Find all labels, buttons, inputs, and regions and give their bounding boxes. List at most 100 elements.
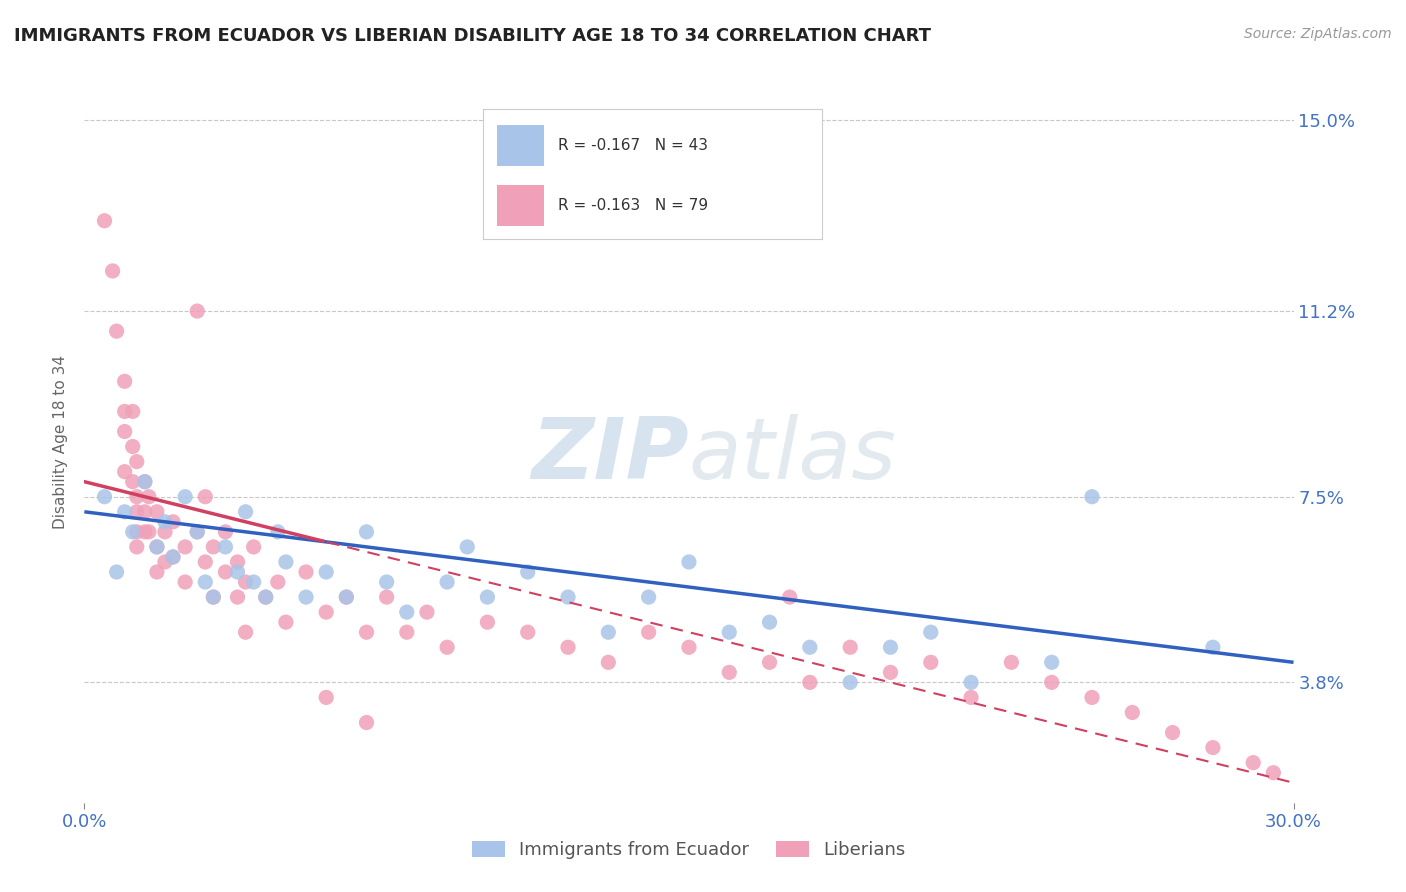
Point — [920, 625, 942, 640]
Point — [202, 540, 225, 554]
Point — [202, 590, 225, 604]
Point — [235, 625, 257, 640]
Point — [146, 540, 169, 554]
Point — [114, 374, 136, 388]
Point — [1202, 640, 1225, 655]
Point — [375, 574, 398, 589]
Point — [879, 640, 901, 655]
Point — [202, 590, 225, 604]
Point — [186, 524, 208, 539]
Point — [194, 490, 217, 504]
Point — [174, 574, 197, 589]
Point — [1040, 655, 1063, 669]
Point — [125, 454, 148, 468]
Point — [839, 675, 862, 690]
Point — [395, 625, 418, 640]
Point — [274, 555, 297, 569]
Text: atlas: atlas — [689, 415, 897, 498]
Point — [375, 590, 398, 604]
Point — [436, 574, 458, 589]
Point — [114, 465, 136, 479]
Point — [162, 515, 184, 529]
Point — [295, 565, 318, 579]
Point — [186, 304, 208, 318]
Point — [121, 440, 143, 454]
Point — [146, 540, 169, 554]
Point — [146, 505, 169, 519]
Point — [121, 475, 143, 489]
Point — [134, 505, 156, 519]
Point — [1121, 706, 1143, 720]
Point — [315, 690, 337, 705]
Point — [214, 565, 236, 579]
Point — [678, 555, 700, 569]
Point — [138, 524, 160, 539]
Point — [1263, 765, 1285, 780]
Point — [121, 404, 143, 418]
Point — [235, 574, 257, 589]
Point — [93, 490, 115, 504]
Point — [315, 605, 337, 619]
Point — [114, 425, 136, 439]
Point — [93, 213, 115, 227]
Text: IMMIGRANTS FROM ECUADOR VS LIBERIAN DISABILITY AGE 18 TO 34 CORRELATION CHART: IMMIGRANTS FROM ECUADOR VS LIBERIAN DISA… — [14, 27, 931, 45]
Text: ZIP: ZIP — [531, 415, 689, 498]
Point — [758, 655, 780, 669]
Point — [267, 524, 290, 539]
Point — [718, 665, 741, 680]
Point — [356, 625, 378, 640]
Point — [1040, 675, 1063, 690]
Point — [416, 605, 439, 619]
Point — [125, 490, 148, 504]
Point — [153, 524, 176, 539]
Point — [101, 264, 124, 278]
Point — [1202, 740, 1225, 755]
Point — [718, 625, 741, 640]
Point — [456, 540, 478, 554]
Point — [637, 590, 659, 604]
Legend: Immigrants from Ecuador, Liberians: Immigrants from Ecuador, Liberians — [465, 833, 912, 866]
Point — [879, 665, 901, 680]
Point — [125, 540, 148, 554]
Point — [516, 565, 538, 579]
Point — [598, 655, 620, 669]
Point — [226, 555, 249, 569]
Point — [226, 590, 249, 604]
Point — [335, 590, 357, 604]
Point — [758, 615, 780, 630]
Point — [125, 505, 148, 519]
Point — [242, 540, 264, 554]
Point — [1081, 690, 1104, 705]
Point — [557, 590, 579, 604]
Point — [114, 505, 136, 519]
Point — [153, 555, 176, 569]
Y-axis label: Disability Age 18 to 34: Disability Age 18 to 34 — [53, 354, 69, 529]
Point — [477, 590, 499, 604]
Point — [242, 574, 264, 589]
Point — [637, 625, 659, 640]
Point — [105, 565, 128, 579]
Point — [920, 655, 942, 669]
Point — [1081, 490, 1104, 504]
Point — [226, 565, 249, 579]
Point — [335, 590, 357, 604]
Point — [315, 565, 337, 579]
Point — [214, 540, 236, 554]
Point — [254, 590, 277, 604]
Point — [960, 690, 983, 705]
Point — [295, 590, 318, 604]
Point — [125, 524, 148, 539]
Point — [186, 524, 208, 539]
Point — [678, 640, 700, 655]
Point — [356, 715, 378, 730]
Point — [174, 490, 197, 504]
Point — [516, 625, 538, 640]
Point — [134, 524, 156, 539]
Point — [134, 475, 156, 489]
Text: Source: ZipAtlas.com: Source: ZipAtlas.com — [1244, 27, 1392, 41]
Point — [105, 324, 128, 338]
Point — [134, 475, 156, 489]
Point — [214, 524, 236, 539]
Point — [839, 640, 862, 655]
Point — [121, 524, 143, 539]
